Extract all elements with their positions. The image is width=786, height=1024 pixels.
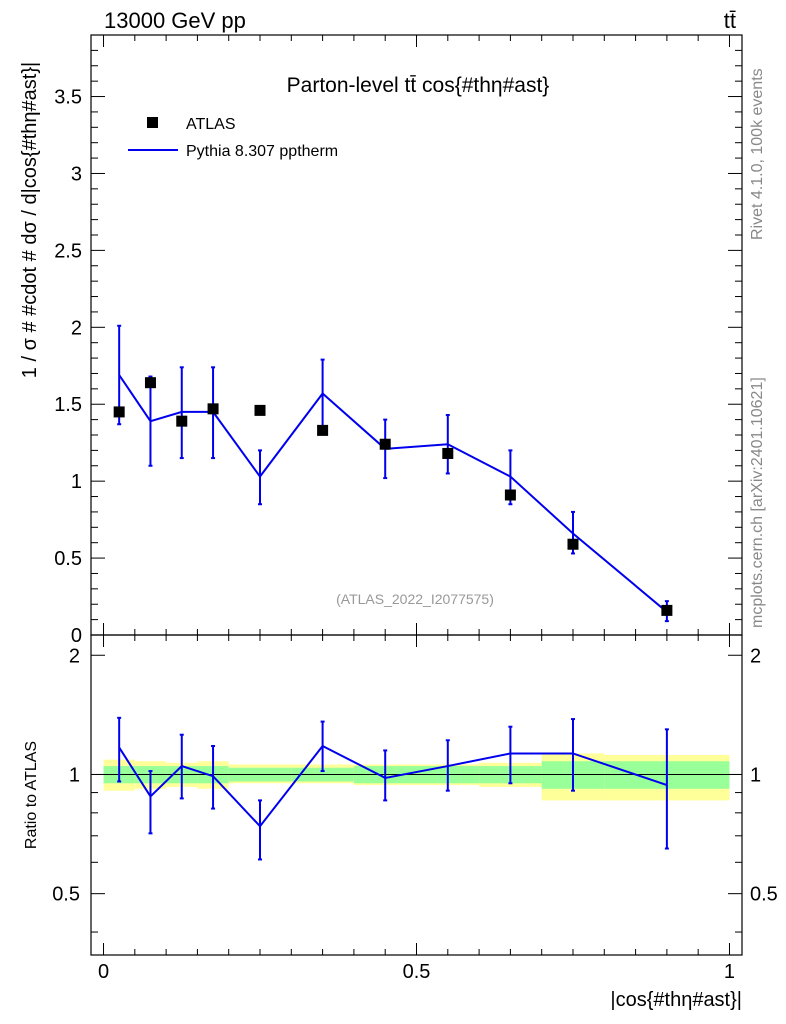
process-label: tt̄ xyxy=(724,8,736,33)
ratio-y-axis-label: Ratio to ATLAS xyxy=(23,741,40,849)
x-tick-label: 0.5 xyxy=(403,961,431,983)
ratio-y-tick-label: 1 xyxy=(69,764,80,786)
legend-marker-atlas xyxy=(147,117,158,128)
data-point xyxy=(442,447,454,459)
y-tick-label: 1 xyxy=(71,471,82,493)
x-axis-label: |cos{#thη#ast}| xyxy=(610,989,742,1011)
y-tick-label: 0 xyxy=(71,625,82,647)
data-point xyxy=(317,424,329,436)
data-point xyxy=(144,377,156,389)
source-label: mcplots.cern.ch [arXiv:2401.10621] xyxy=(749,377,766,628)
ratio-y-tick-label: 2 xyxy=(69,645,80,667)
analysis-watermark: (ATLAS_2022_I2077575) xyxy=(336,591,494,607)
ratio-y-tick-label-right: 0.5 xyxy=(750,884,778,906)
main-series-layer xyxy=(113,324,673,623)
energy-label: 13000 GeV pp xyxy=(104,8,246,33)
ratio-axes: 0 0.5 1 0.5 0.5 1 1 2 2 xyxy=(52,634,778,983)
y-tick-label: 2.5 xyxy=(54,240,82,262)
y-tick-label: 0.5 xyxy=(54,548,82,570)
data-point xyxy=(504,489,516,501)
y-tick-label: 1.5 xyxy=(54,394,82,416)
ratio-series-layer xyxy=(117,716,669,861)
main-title: Parton-level tt̄ cos{#thη#ast} xyxy=(287,74,550,97)
legend-label-atlas: ATLAS xyxy=(186,116,236,133)
data-point xyxy=(176,415,188,427)
data-point xyxy=(254,404,266,416)
ratio-mc-line xyxy=(118,744,668,828)
ratio-y-tick-label-right: 2 xyxy=(750,645,761,667)
x-tick-label: 0 xyxy=(98,961,109,983)
ratio-y-tick-label-right: 1 xyxy=(750,764,761,786)
data-point xyxy=(207,403,219,415)
main-y-axis-label: 1 / σ # #cdot # dσ / d|cos{#thη#ast}| xyxy=(19,62,41,378)
legend-label-pythia: Pythia 8.307 pptherm xyxy=(186,143,338,160)
data-point xyxy=(661,604,673,616)
data-point xyxy=(379,438,391,450)
legend: ATLAS Pythia 8.307 pptherm xyxy=(128,116,338,160)
y-tick-label: 2 xyxy=(71,317,82,339)
data-point xyxy=(567,538,579,550)
mc-line xyxy=(118,374,668,613)
y-tick-label: 3 xyxy=(71,163,82,185)
ratio-y-tick-label: 0.5 xyxy=(52,884,80,906)
y-tick-label: 3.5 xyxy=(54,87,82,109)
rivet-label: Rivet 4.1.0, 100k events xyxy=(749,68,766,240)
data-point xyxy=(113,406,125,418)
x-tick-label: 1 xyxy=(724,961,735,983)
